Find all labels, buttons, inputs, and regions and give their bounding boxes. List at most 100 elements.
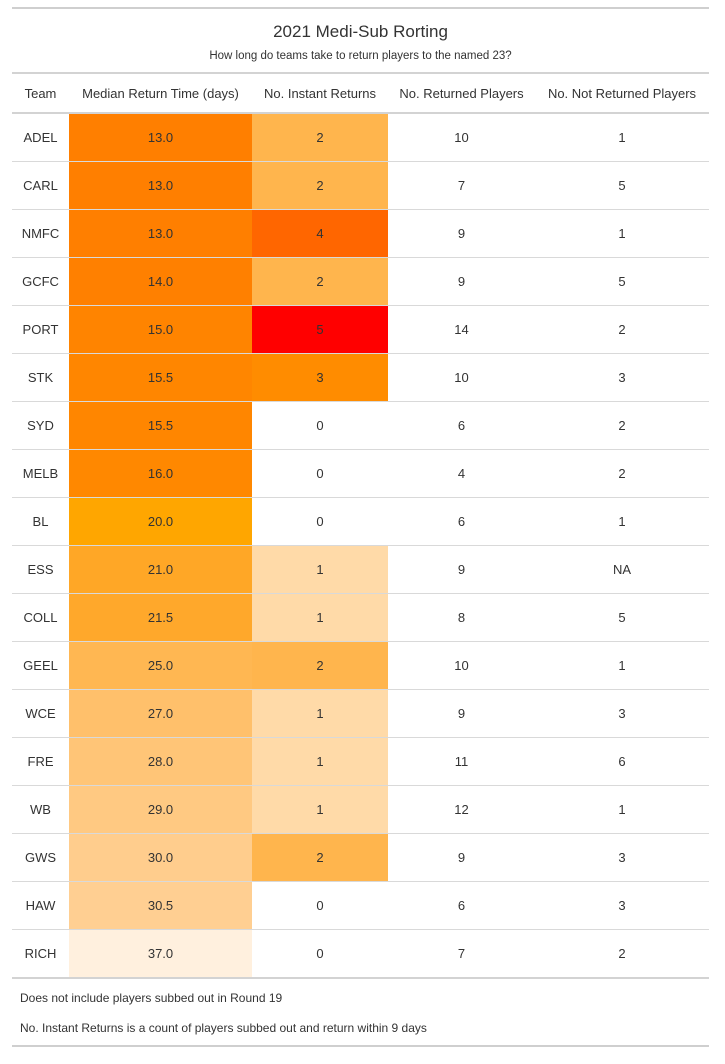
cell-instant-returns: 4 — [252, 209, 388, 258]
cell-not-returned-players: 5 — [535, 161, 709, 210]
cell-team: WCE — [12, 689, 69, 738]
cell-not-returned-players: 3 — [535, 689, 709, 738]
column-header-team: Team — [12, 72, 69, 114]
cell-team: BL — [12, 497, 69, 546]
table-row: STK 15.5 3 10 3 — [12, 353, 709, 402]
cell-instant-returns: 1 — [252, 545, 388, 594]
header-row: Team Median Return Time (days) No. Insta… — [12, 72, 709, 114]
table-container: 2021 Medi-Sub Rorting How long do teams … — [12, 7, 709, 1047]
cell-returned-players: 4 — [388, 449, 535, 498]
cell-returned-players: 8 — [388, 593, 535, 642]
cell-not-returned-players: 3 — [535, 833, 709, 882]
cell-not-returned-players: 3 — [535, 353, 709, 402]
table-subtitle: How long do teams take to return players… — [209, 50, 512, 62]
cell-returned-players: 12 — [388, 785, 535, 834]
cell-instant-returns: 2 — [252, 833, 388, 882]
cell-team: GWS — [12, 833, 69, 882]
cell-team: ADEL — [12, 113, 69, 162]
cell-instant-returns: 2 — [252, 257, 388, 306]
cell-instant-returns: 0 — [252, 401, 388, 450]
cell-instant-returns: 5 — [252, 305, 388, 354]
cell-instant-returns: 3 — [252, 353, 388, 402]
cell-team: RICH — [12, 929, 69, 979]
cell-team: WB — [12, 785, 69, 834]
cell-median-return-time: 25.0 — [69, 641, 252, 690]
cell-returned-players: 7 — [388, 161, 535, 210]
cell-team: FRE — [12, 737, 69, 786]
cell-returned-players: 10 — [388, 113, 535, 162]
cell-instant-returns: 0 — [252, 929, 388, 979]
cell-median-return-time: 14.0 — [69, 257, 252, 306]
bottom-rule — [12, 1045, 709, 1047]
cell-returned-players: 6 — [388, 401, 535, 450]
table-row: ESS 21.0 1 9 NA — [12, 545, 709, 594]
top-rule — [12, 7, 709, 9]
cell-not-returned-players: 1 — [535, 641, 709, 690]
cell-returned-players: 11 — [388, 737, 535, 786]
table-row: ADEL 13.0 2 10 1 — [12, 113, 709, 162]
cell-team: HAW — [12, 881, 69, 930]
cell-not-returned-players: 5 — [535, 257, 709, 306]
cell-not-returned-players: 3 — [535, 881, 709, 930]
cell-returned-players: 9 — [388, 545, 535, 594]
cell-median-return-time: 20.0 — [69, 497, 252, 546]
cell-instant-returns: 2 — [252, 113, 388, 162]
cell-team: PORT — [12, 305, 69, 354]
cell-not-returned-players: 1 — [535, 209, 709, 258]
cell-team: NMFC — [12, 209, 69, 258]
cell-instant-returns: 0 — [252, 449, 388, 498]
table-body: ADEL 13.0 2 10 1 CARL 13.0 2 7 5 NMFC 13.0 4 9 1 GCFC 14… — [12, 113, 709, 979]
cell-team: STK — [12, 353, 69, 402]
cell-instant-returns: 1 — [252, 593, 388, 642]
column-header-instant: No. Instant Returns — [252, 72, 388, 114]
table-row: HAW 30.5 0 6 3 — [12, 881, 709, 930]
cell-team: ESS — [12, 545, 69, 594]
cell-returned-players: 9 — [388, 209, 535, 258]
cell-median-return-time: 15.5 — [69, 353, 252, 402]
cell-median-return-time: 15.5 — [69, 401, 252, 450]
cell-team: GEEL — [12, 641, 69, 690]
cell-returned-players: 9 — [388, 257, 535, 306]
cell-median-return-time: 30.5 — [69, 881, 252, 930]
cell-not-returned-players: 2 — [535, 929, 709, 979]
cell-team: GCFC — [12, 257, 69, 306]
table-row: COLL 21.5 1 8 5 — [12, 593, 709, 642]
cell-returned-players: 9 — [388, 689, 535, 738]
cell-instant-returns: 2 — [252, 641, 388, 690]
column-header-not-returned: No. Not Returned Players — [535, 72, 709, 114]
cell-team: SYD — [12, 401, 69, 450]
table-row: GWS 30.0 2 9 3 — [12, 833, 709, 882]
table-row: MELB 16.0 0 4 2 — [12, 449, 709, 498]
footnote-instant-returns: No. Instant Returns is a count of player… — [20, 1021, 427, 1035]
cell-not-returned-players: 6 — [535, 737, 709, 786]
cell-team: MELB — [12, 449, 69, 498]
cell-not-returned-players: 2 — [535, 305, 709, 354]
cell-team: CARL — [12, 161, 69, 210]
table-row: PORT 15.0 5 14 2 — [12, 305, 709, 354]
cell-team: COLL — [12, 593, 69, 642]
table-row: GEEL 25.0 2 10 1 — [12, 641, 709, 690]
cell-instant-returns: 2 — [252, 161, 388, 210]
cell-returned-players: 14 — [388, 305, 535, 354]
cell-not-returned-players: 1 — [535, 785, 709, 834]
cell-median-return-time: 21.5 — [69, 593, 252, 642]
cell-instant-returns: 1 — [252, 689, 388, 738]
cell-returned-players: 9 — [388, 833, 535, 882]
table-row: SYD 15.5 0 6 2 — [12, 401, 709, 450]
cell-median-return-time: 28.0 — [69, 737, 252, 786]
cell-not-returned-players: 5 — [535, 593, 709, 642]
footnote-round-19: Does not include players subbed out in R… — [20, 991, 283, 1005]
table-row: GCFC 14.0 2 9 5 — [12, 257, 709, 306]
table-row: WCE 27.0 1 9 3 — [12, 689, 709, 738]
cell-returned-players: 6 — [388, 497, 535, 546]
data-table: Team Median Return Time (days) No. Insta… — [12, 72, 709, 979]
cell-returned-players: 6 — [388, 881, 535, 930]
table-title: 2021 Medi-Sub Rorting — [273, 22, 448, 41]
table-row: FRE 28.0 1 11 6 — [12, 737, 709, 786]
cell-median-return-time: 29.0 — [69, 785, 252, 834]
cell-median-return-time: 27.0 — [69, 689, 252, 738]
cell-returned-players: 7 — [388, 929, 535, 979]
table-row: WB 29.0 1 12 1 — [12, 785, 709, 834]
cell-returned-players: 10 — [388, 641, 535, 690]
cell-instant-returns: 0 — [252, 497, 388, 546]
